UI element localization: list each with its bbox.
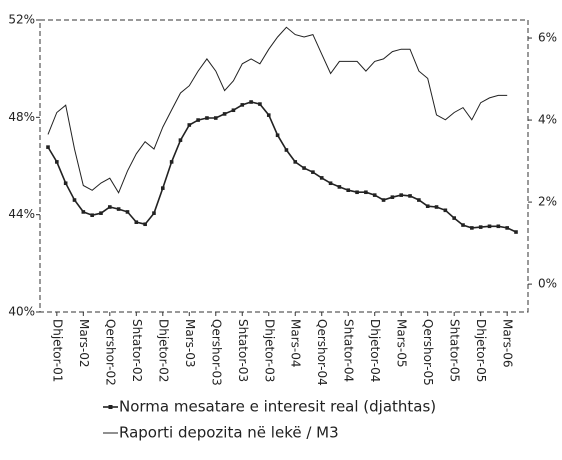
y-tick-label: 52% — [8, 13, 35, 27]
marker — [222, 112, 227, 116]
marker — [178, 138, 183, 142]
marker — [152, 211, 156, 215]
marker — [302, 166, 306, 170]
marker — [390, 195, 395, 199]
marker — [417, 198, 421, 202]
x-tick-label: Qershor-05 — [421, 319, 435, 386]
marker — [143, 222, 147, 227]
marker — [72, 198, 77, 202]
series-line — [47, 26, 508, 194]
x-tick-label: Dhjetor-01 — [50, 319, 64, 382]
marker — [213, 116, 218, 120]
marker — [328, 181, 333, 186]
marker — [346, 188, 351, 192]
marker — [461, 223, 465, 227]
y-tick-label: 40% — [8, 305, 35, 319]
marker — [496, 224, 501, 229]
marker — [169, 160, 174, 164]
marker — [116, 207, 121, 211]
marker — [55, 160, 59, 164]
legend-label: Raporti depozita në lekë / M3 — [119, 424, 339, 442]
x-tick-label: Mars-03 — [183, 319, 197, 368]
marker — [240, 103, 245, 107]
marker — [266, 113, 271, 117]
x-tick-label: Dhjetor-04 — [368, 319, 382, 382]
marker — [408, 194, 412, 198]
x-tick-label: Mars-04 — [289, 319, 303, 368]
marker — [364, 190, 368, 195]
marker — [90, 213, 94, 218]
plot-frame — [39, 19, 529, 313]
marker — [284, 148, 289, 152]
x-tick-label: Qershor-03 — [209, 319, 223, 386]
x-tick-label: Qershor-04 — [315, 319, 329, 386]
marker — [125, 210, 130, 214]
marker — [81, 210, 86, 214]
x-tick-label: Shtator-05 — [448, 319, 462, 382]
series-line — [47, 101, 517, 233]
marker — [478, 225, 483, 229]
marker — [249, 100, 253, 104]
y-tick-label: 48% — [8, 110, 35, 124]
x-tick-label: Mars-06 — [501, 319, 515, 368]
y2-tick-label: 4% — [538, 113, 557, 127]
marker — [443, 208, 448, 213]
marker — [63, 181, 68, 186]
marker — [425, 204, 430, 208]
y2-tick-label: 6% — [538, 31, 557, 45]
x-tick-label: Shtator-02 — [130, 319, 144, 382]
y2-tick-label: 2% — [538, 195, 557, 209]
x-tick-label: Dhjetor-05 — [474, 319, 488, 382]
marker — [399, 193, 404, 197]
marker — [46, 145, 50, 149]
marker — [231, 108, 236, 113]
marker — [187, 123, 192, 127]
marker — [108, 205, 112, 209]
y2-tick-label: 0% — [538, 277, 557, 291]
x-tick-label: Mars-05 — [395, 319, 409, 368]
marker — [134, 220, 139, 224]
marker — [293, 160, 298, 164]
x-tick-label: Qershor-02 — [103, 319, 117, 386]
marker — [275, 133, 280, 138]
x-tick-label: Shtator-04 — [342, 319, 356, 382]
x-tick-label: Shtator-03 — [236, 319, 250, 382]
legend-label: Norma mesatare e interesit real (djathta… — [119, 398, 436, 416]
marker — [505, 226, 509, 230]
marker — [319, 176, 324, 180]
marker — [258, 102, 262, 106]
marker — [99, 211, 103, 215]
marker — [452, 216, 456, 220]
marker — [372, 193, 377, 197]
marker — [160, 186, 165, 190]
marker — [487, 224, 492, 229]
x-tick-label: Dhjetor-03 — [262, 319, 276, 382]
marker — [381, 198, 386, 202]
y-tick-label: 44% — [8, 207, 35, 221]
legend-marker — [108, 405, 113, 409]
marker — [434, 205, 439, 209]
x-tick-label: Dhjetor-02 — [156, 319, 170, 382]
x-tick-label: Mars-02 — [77, 319, 91, 368]
marker — [205, 116, 209, 120]
marker — [311, 170, 315, 174]
marker — [196, 118, 200, 122]
marker — [514, 230, 518, 234]
marker — [337, 185, 342, 189]
marker — [355, 190, 359, 195]
marker — [470, 226, 474, 230]
